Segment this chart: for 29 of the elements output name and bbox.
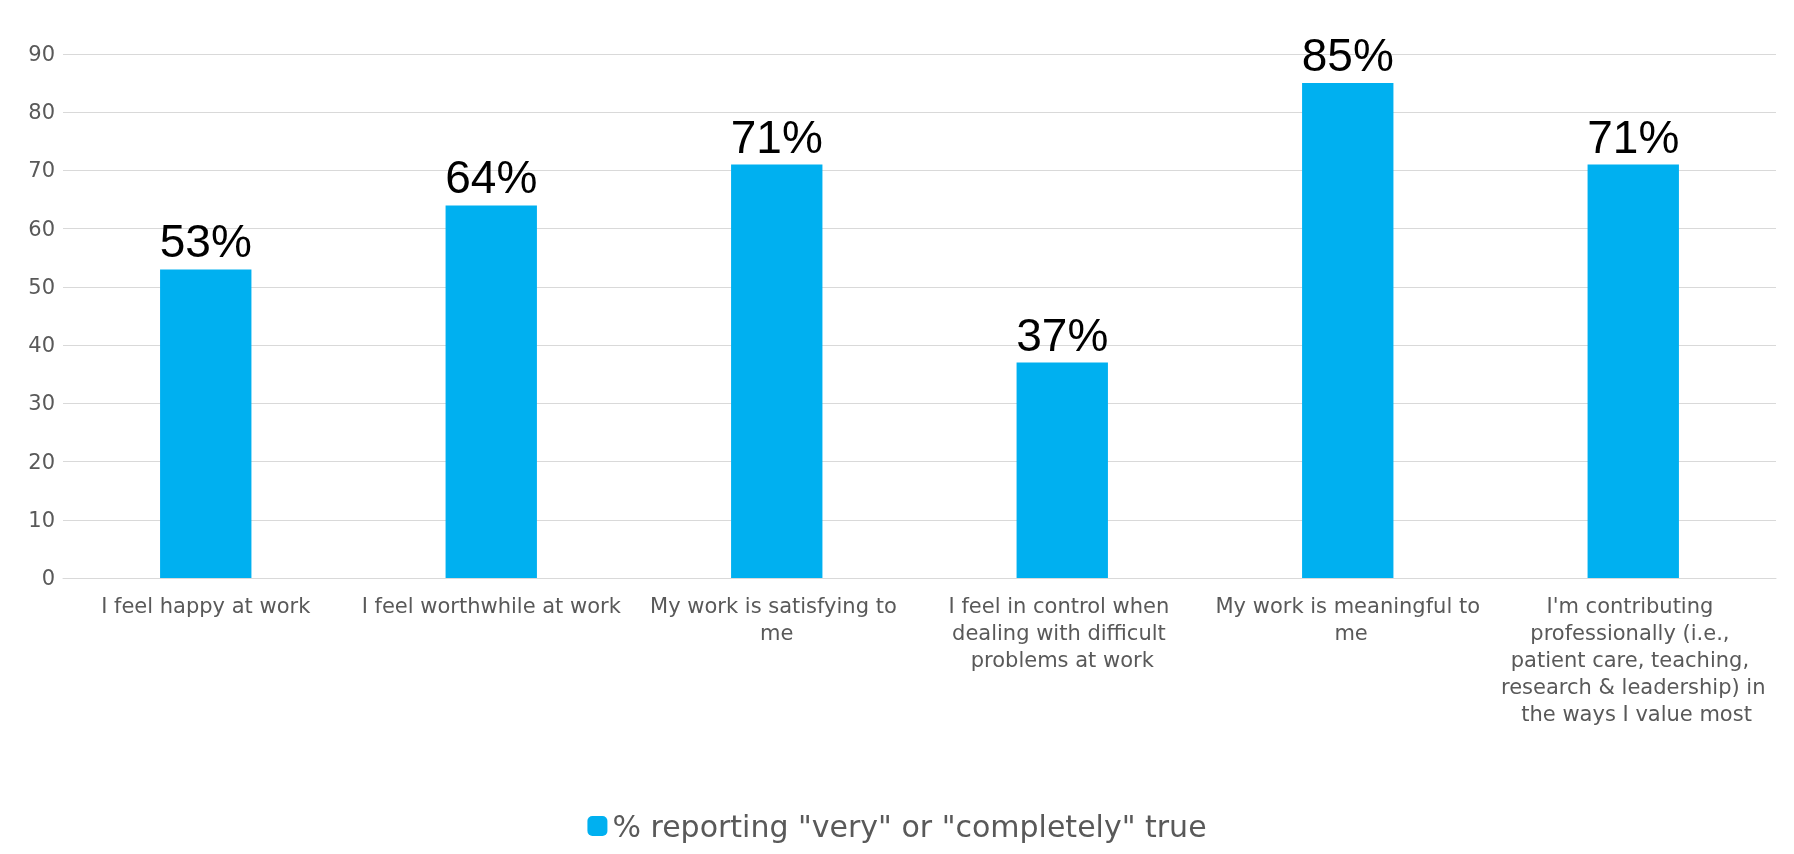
bar xyxy=(1587,164,1679,578)
bar xyxy=(1016,362,1108,578)
y-tick-label: 80 xyxy=(28,100,55,125)
data-label: 64% xyxy=(445,151,538,204)
y-tick-label: 0 xyxy=(41,566,55,590)
data-label: 71% xyxy=(1587,110,1680,163)
y-tick-label: 30 xyxy=(28,391,55,416)
legend-label: % reporting "very" or "completely" true xyxy=(612,808,1207,844)
bar xyxy=(1302,83,1394,578)
y-tick-label: 40 xyxy=(28,333,55,358)
y-tick-label: 50 xyxy=(28,274,55,299)
y-tick-label: 90 xyxy=(28,42,55,66)
x-tick-label: I feel in control when dealing with difficult problems at work xyxy=(948,593,1176,672)
x-tick-label: I feel worthwhile at work xyxy=(361,593,622,618)
data-label: 53% xyxy=(159,215,252,268)
x-tick-label: My work is meaningful to me xyxy=(1215,593,1480,645)
x-tick-label: My work is satisfying to me xyxy=(650,593,904,645)
bar xyxy=(731,164,823,578)
x-tick-label: I'm contributing professionally (i.e., patient care, teaching, research & leadership) in the ways I value most xyxy=(1500,593,1766,726)
y-tick-label: 70 xyxy=(28,158,55,183)
y-tick-label: 60 xyxy=(28,216,55,241)
bar xyxy=(445,205,537,578)
data-label: 85% xyxy=(1301,29,1394,82)
x-tick-label: I feel happy at work xyxy=(101,593,312,618)
data-label: 37% xyxy=(1016,308,1109,361)
data-label: 71% xyxy=(730,110,823,163)
y-tick-label: 10 xyxy=(28,507,55,532)
bar xyxy=(160,269,252,578)
y-tick-label: 20 xyxy=(28,449,55,474)
